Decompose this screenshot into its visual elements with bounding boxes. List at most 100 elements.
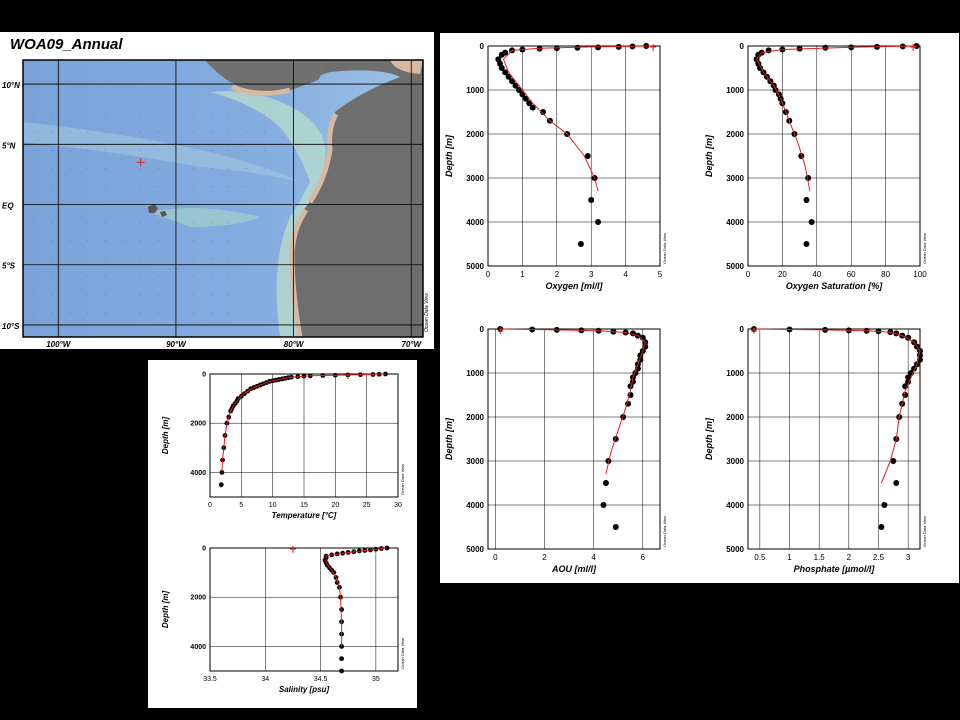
y-tick-label: 2000 [190, 421, 206, 428]
y-tick-label: 4000 [726, 501, 744, 510]
x-tick-label: 6 [641, 553, 646, 562]
station-dot [34, 240, 36, 242]
x-tick-label: 2 [542, 553, 547, 562]
galapagos-shelf [150, 208, 260, 227]
station-dot [104, 240, 106, 242]
station-dot [228, 113, 230, 115]
station-dot [193, 258, 195, 260]
plot-frame [747, 328, 921, 550]
station-dot [69, 222, 71, 224]
station-dot [51, 167, 53, 169]
station-dot [228, 131, 230, 133]
station-dot [228, 185, 230, 187]
station-dot [122, 185, 124, 187]
station-dot [210, 167, 212, 169]
data-point [509, 78, 516, 85]
aou-chart: 0 2 4 6 0 1000 2000 3000 4000 5000 AOU [ml/l] Depth… [444, 325, 667, 574]
station-dot [210, 258, 212, 260]
y-tick-label: 5000 [726, 262, 744, 271]
station-dot [157, 294, 159, 296]
chart-credit: Ocean Data View [400, 463, 405, 495]
data-point [505, 73, 512, 80]
station-dot [157, 131, 159, 133]
x-tick-label: 10 [269, 502, 277, 509]
station-dot [122, 312, 124, 314]
station-dot [51, 113, 53, 115]
station-marker[interactable] [136, 158, 145, 167]
x-tick-label: 1 [520, 270, 525, 279]
chart-credit: Ocean Data View [662, 515, 667, 547]
data-point [584, 153, 591, 159]
station-dot [157, 276, 159, 278]
station-dot [104, 185, 106, 187]
station-dot [263, 185, 265, 187]
y-axis-label: Depth [m] [161, 417, 170, 455]
station-dot [193, 222, 195, 224]
x-tick-label: 2.5 [873, 553, 885, 562]
station-dot [87, 167, 89, 169]
station-dot [140, 276, 142, 278]
data-point [600, 502, 607, 508]
lat-label: EQ [2, 202, 14, 211]
x-tick-label: 0.5 [754, 553, 766, 562]
station-dot [34, 276, 36, 278]
data-point [540, 109, 547, 115]
station-dot [34, 131, 36, 133]
y-tick-label: 5000 [466, 262, 484, 271]
caribbean-shoal [390, 60, 423, 74]
chart-credit: Ocean Data View [922, 232, 927, 264]
y-tick-label: 2000 [190, 595, 206, 602]
y-axis-label: Depth [m] [704, 134, 714, 177]
station-dot [246, 185, 248, 187]
y-tick-label: 1000 [466, 86, 484, 95]
y-tick-label: 4000 [190, 644, 206, 651]
station-dot [157, 149, 159, 151]
station-dot [104, 167, 106, 169]
plot-frame [747, 45, 921, 267]
station-dot [263, 113, 265, 115]
station-dot [69, 113, 71, 115]
station-dot [140, 113, 142, 115]
station-dot [157, 240, 159, 242]
y-tick-label: 3000 [466, 174, 484, 183]
y-tick-label: 4000 [190, 470, 206, 477]
station-dot [122, 276, 124, 278]
plot-frame [487, 45, 661, 267]
data-point [878, 524, 885, 530]
x-axis-label: Phosphate [µmol/l] [794, 564, 876, 574]
station-dot [34, 185, 36, 187]
station-dot [51, 312, 53, 314]
map-credit: Ocean Data View [424, 293, 430, 332]
data-point [218, 482, 224, 488]
x-tick-label: 80 [881, 270, 890, 279]
station-dot [140, 258, 142, 260]
data-point [515, 87, 522, 93]
station-dot [104, 131, 106, 133]
central-america-land [205, 60, 330, 95]
station-dot [51, 294, 53, 296]
y-tick-label: 3000 [726, 174, 744, 183]
data-point [339, 607, 344, 612]
station-dot [228, 312, 230, 314]
y-tick-label: 3000 [726, 457, 744, 466]
station-dot [193, 113, 195, 115]
station-dot [34, 312, 36, 314]
map-view[interactable]: 10°N 5°N EQ 5°S 10°S 100°W 90°W 80°W 70°W Ocean… [0, 32, 434, 349]
station-dot [210, 276, 212, 278]
station-dot [193, 185, 195, 187]
lon-label: 80°W [284, 340, 305, 349]
map-title: WOA09_Annual [10, 36, 123, 53]
station-dot [87, 131, 89, 133]
station-dot [228, 276, 230, 278]
station-dot [87, 258, 89, 260]
station-dot [104, 258, 106, 260]
y-tick-label: 5000 [726, 545, 744, 554]
station-dot [34, 113, 36, 115]
x-tick-label: 33.5 [203, 676, 217, 683]
data-point [384, 545, 390, 551]
station-dot [51, 240, 53, 242]
x-axis-label: AOU [ml/l] [551, 564, 597, 574]
y-axis-label: Depth [m] [161, 591, 170, 629]
station-dot [246, 149, 248, 151]
profile-line [325, 547, 387, 647]
